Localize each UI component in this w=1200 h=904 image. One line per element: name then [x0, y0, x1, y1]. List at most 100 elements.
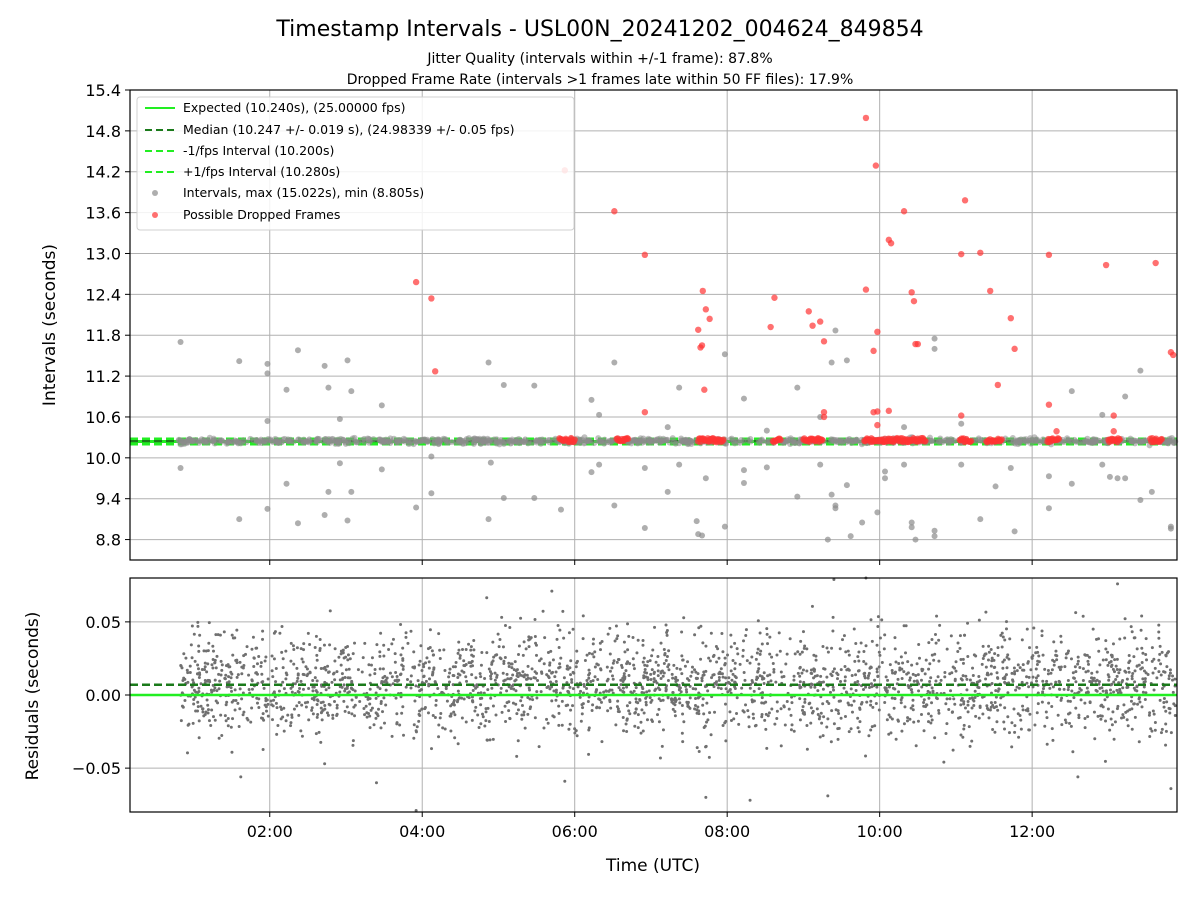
residual-point [641, 660, 645, 664]
residual-point [916, 719, 920, 723]
residual-point [284, 677, 288, 681]
residual-point [569, 659, 573, 663]
residual-point [773, 722, 777, 726]
residual-point [640, 691, 644, 695]
residual-point [961, 657, 965, 661]
residual-point [774, 680, 778, 684]
residual-point [1135, 689, 1139, 693]
residual-point [815, 707, 819, 711]
residual-point [920, 667, 924, 671]
residual-point [1074, 706, 1078, 710]
residual-point [1126, 709, 1130, 713]
residual-point [1090, 676, 1094, 680]
residual-point [526, 664, 530, 668]
residual-point [652, 671, 656, 675]
residual-point [467, 696, 471, 700]
residual-point [789, 713, 793, 717]
residual-point [207, 621, 211, 625]
residual-point [908, 717, 912, 721]
residual-point [832, 722, 836, 726]
residuals-y-tick-label: 0.00 [85, 686, 121, 705]
residual-point [706, 689, 710, 693]
residual-point [347, 667, 351, 671]
residual-point [621, 689, 625, 693]
residual-point [374, 711, 378, 715]
residual-point [1016, 663, 1020, 667]
residual-point [569, 673, 573, 677]
residual-point [996, 676, 1000, 680]
residual-point [656, 669, 660, 673]
residual-point [876, 674, 880, 678]
residual-point [1036, 650, 1040, 654]
residual-point [1127, 666, 1131, 670]
residual-point [616, 658, 620, 662]
residual-point [1148, 735, 1152, 739]
interval-point [180, 439, 187, 446]
residual-point [783, 723, 787, 727]
interval-point [502, 438, 509, 445]
residual-point [803, 697, 807, 701]
residual-point [317, 730, 321, 734]
residual-point [585, 678, 589, 682]
residual-point [557, 723, 561, 727]
residual-point [416, 679, 420, 683]
residual-point [1010, 671, 1014, 675]
residual-point [854, 673, 858, 677]
dropped-frame-point [771, 294, 778, 301]
interval-point [908, 524, 915, 531]
residual-point [1114, 664, 1118, 668]
residual-point [959, 703, 963, 707]
residual-point [391, 637, 395, 641]
residual-point [884, 689, 888, 693]
residual-point [1057, 665, 1061, 669]
residual-point [869, 699, 873, 703]
residual-point [971, 666, 975, 670]
residual-point [1041, 679, 1045, 683]
dropped-frame-point [1011, 345, 1018, 353]
residual-point [484, 710, 488, 714]
residual-point [299, 729, 303, 733]
residual-point [662, 671, 666, 675]
residual-point [747, 725, 751, 729]
residual-point [224, 673, 228, 677]
residual-point [830, 646, 834, 650]
residual-point [1152, 688, 1156, 692]
residual-point [210, 663, 214, 667]
residual-point [479, 675, 483, 679]
residual-point [1059, 665, 1063, 669]
residual-point [825, 725, 829, 729]
residual-point [1153, 666, 1157, 670]
residual-point [568, 685, 572, 689]
residual-point [197, 676, 201, 680]
residual-point [437, 735, 441, 739]
interval-point [414, 438, 421, 445]
residual-point [856, 669, 860, 673]
interval-point [477, 440, 484, 447]
residual-point [729, 719, 733, 723]
residual-point [1066, 651, 1070, 655]
residual-point [1094, 679, 1098, 683]
residual-point [255, 696, 259, 700]
interval-point [485, 516, 492, 523]
residual-point [462, 659, 466, 663]
residual-point [533, 716, 537, 720]
residual-point [235, 675, 239, 679]
residual-point [622, 729, 626, 733]
residual-point [626, 660, 630, 664]
residual-point [525, 673, 529, 677]
residual-point [438, 648, 442, 652]
residual-point [1130, 727, 1134, 731]
residual-point [625, 729, 629, 733]
residual-point [292, 707, 296, 711]
intervals-y-tick-label: 11.2 [85, 367, 121, 386]
legend-plus-fps-label: +1/fps Interval (10.280s) [183, 164, 340, 179]
residual-point [561, 609, 565, 613]
residual-point [363, 713, 367, 717]
residual-point [714, 680, 718, 684]
residual-point [415, 725, 419, 729]
residual-point [388, 671, 392, 675]
residual-point [344, 668, 348, 672]
residual-point [784, 662, 788, 666]
residual-point [362, 707, 366, 711]
interval-point [839, 437, 846, 444]
